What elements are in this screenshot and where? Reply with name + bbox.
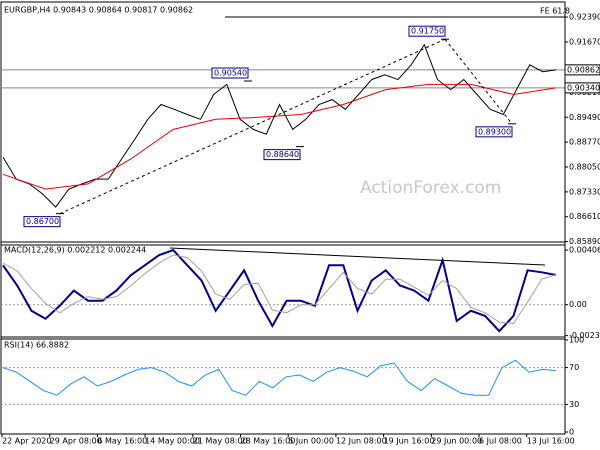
x-tick-label: 22 Apr 2020 [2, 437, 51, 446]
y-tick-label: 30 [569, 400, 579, 409]
y-tick-label: 0.89490 [569, 113, 600, 122]
x-tick-label: 6 May 16:00 [97, 437, 147, 446]
series-line [2, 254, 557, 325]
y-tick-label: 100 [569, 336, 584, 345]
panel-title: RSI(14) 66.8882 [4, 341, 69, 350]
watermark: ActionForex.com [360, 178, 501, 198]
y-tick-label: 0 [569, 428, 574, 437]
x-tick-label: 28 May 16:00 [241, 437, 296, 446]
series-line [2, 248, 557, 333]
y-tick-label: 0.86610 [569, 212, 600, 221]
series-line [2, 359, 557, 396]
trend-line [59, 38, 446, 215]
y-tick-label: 0.00 [569, 300, 587, 309]
y-tick-label: 70 [569, 363, 579, 372]
panel-frame [0, 241, 566, 340]
x-tick-label: 5 Jun 00:00 [288, 437, 334, 446]
x-tick-label: 12 Jun 08:00 [336, 437, 387, 446]
price-label: 0.90862 [567, 65, 600, 74]
panel-frame [0, 336, 566, 435]
annotation-label: 0.86700 [26, 217, 59, 226]
series-line [2, 43, 557, 208]
y-tick-label: 0.91670 [569, 37, 600, 46]
annotation-label: 0.90540 [214, 68, 247, 77]
annotation-label: 0.91750 [411, 27, 444, 36]
y-tick-label: 0.85890 [569, 237, 600, 246]
panel-frame [0, 1, 566, 246]
y-tick-label: 0.88050 [569, 163, 600, 172]
x-tick-label: 19 Jun 16:00 [384, 437, 435, 446]
y-tick-label: 0.92390 [569, 13, 600, 22]
y-tick-label: 0.004062 [569, 246, 600, 255]
annotation-box [475, 126, 513, 138]
x-tick-label: 21 May 08:00 [193, 437, 248, 446]
annotation-box [211, 67, 249, 79]
y-tick-label: 0.88770 [569, 138, 600, 147]
x-tick-label: 29 Apr 08:00 [50, 437, 102, 446]
panel-title: MACD(12,26,9) 0.002212 0.002244 [4, 246, 146, 255]
fe-label: FE 61.8 [540, 7, 570, 16]
price-label: 0.90340 [567, 83, 600, 92]
x-tick-label: 6 Jul 08:00 [479, 437, 522, 446]
annotation-box [23, 216, 61, 228]
x-tick-label: 13 Jul 16:00 [527, 437, 575, 446]
annotation-box [408, 25, 446, 37]
y-tick-label: 0.87330 [569, 187, 600, 196]
series-line [2, 83, 557, 190]
x-tick-label: 14 May 00:00 [145, 437, 200, 446]
annotation-label: 0.88640 [266, 150, 299, 159]
x-tick-label: 29 Jun 00:00 [431, 437, 482, 446]
price-box [564, 64, 600, 76]
price-box [564, 82, 600, 94]
divergence-line [169, 247, 546, 266]
y-tick-label: -0.0023 [569, 331, 600, 340]
annotation-box [263, 149, 301, 161]
panel-title: EURGBP,H4 0.90843 0.90864 0.90817 0.9086… [4, 6, 193, 15]
annotation-label: 0.89300 [478, 127, 511, 136]
